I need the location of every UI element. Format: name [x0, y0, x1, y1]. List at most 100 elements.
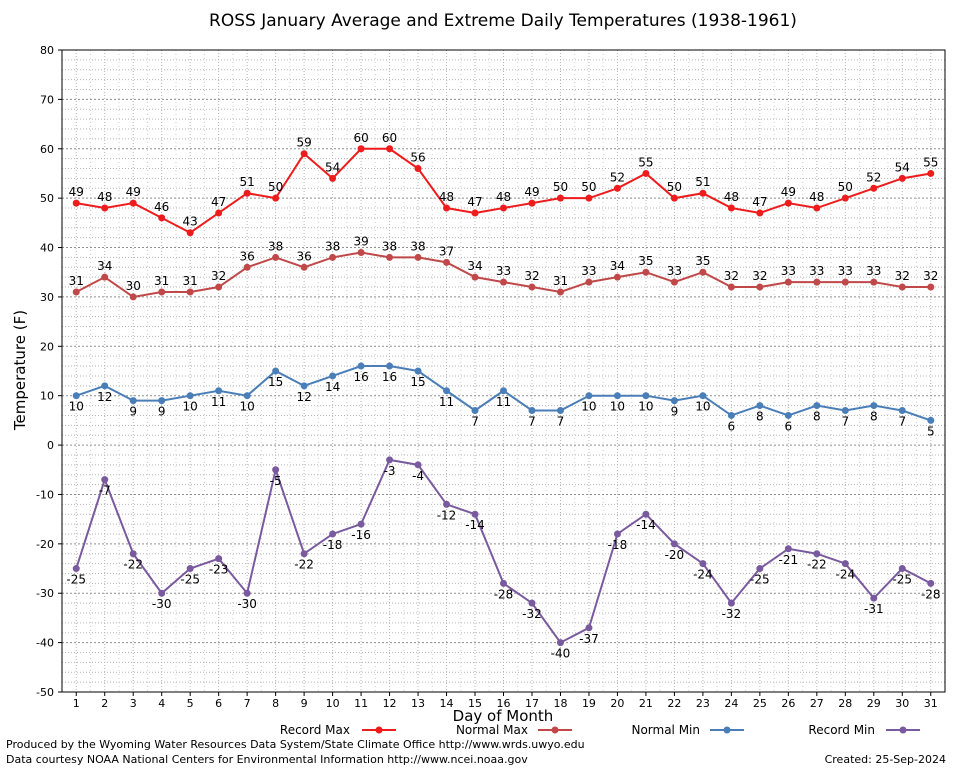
x-tick-label: 21 — [639, 697, 653, 710]
data-label-normal-min: 9 — [671, 405, 679, 419]
data-label-record-min: -37 — [579, 632, 599, 646]
data-label-normal-max: 33 — [581, 264, 596, 278]
data-point-normal-min — [870, 402, 878, 410]
legend-marker-normal-min — [723, 726, 731, 734]
x-tick-label: 8 — [272, 697, 279, 710]
data-point-record-max — [215, 209, 223, 217]
data-point-record-max — [243, 189, 251, 197]
data-point-record-min — [300, 550, 308, 558]
x-tick-label: 18 — [553, 697, 567, 710]
data-label-record-max: 60 — [353, 131, 368, 145]
x-tick-label: 28 — [838, 697, 852, 710]
data-label-normal-max: 32 — [895, 269, 910, 283]
x-tick-label: 15 — [468, 697, 482, 710]
data-label-normal-min: 15 — [410, 375, 425, 389]
data-point-record-min — [158, 589, 166, 597]
data-point-record-min — [585, 624, 593, 632]
data-label-record-max: 48 — [496, 190, 511, 204]
data-label-normal-min: 8 — [813, 410, 821, 424]
data-point-normal-max — [784, 278, 792, 286]
x-tick-label: 30 — [895, 697, 909, 710]
data-label-normal-max: 38 — [410, 239, 425, 253]
data-label-record-min: -40 — [551, 647, 571, 661]
x-tick-label: 4 — [158, 697, 165, 710]
data-label-normal-max: 37 — [439, 244, 454, 258]
data-label-normal-min: 7 — [528, 415, 536, 429]
data-point-normal-max — [272, 253, 280, 261]
data-point-normal-max — [870, 278, 878, 286]
data-label-record-max: 43 — [183, 215, 198, 229]
y-tick-label: 40 — [40, 242, 54, 255]
x-tick-label: 19 — [582, 697, 596, 710]
data-point-record-max — [500, 204, 507, 212]
data-label-record-max: 51 — [240, 175, 255, 189]
data-point-normal-max — [243, 263, 251, 271]
legend: Record Max Normal Max Normal Min Record Min — [280, 723, 920, 737]
x-tick-label: 20 — [610, 697, 624, 710]
data-point-normal-max — [329, 253, 337, 261]
data-label-record-min: -25 — [66, 573, 86, 587]
legend-marker-normal-max — [551, 726, 559, 734]
legend-marker-record-min — [899, 726, 907, 734]
data-point-normal-min — [386, 362, 394, 370]
data-label-normal-min: 11 — [439, 395, 454, 409]
data-label-normal-max: 39 — [353, 234, 368, 248]
data-point-record-min — [414, 461, 422, 469]
data-label-normal-max: 38 — [382, 239, 397, 253]
data-label-normal-max: 32 — [752, 269, 767, 283]
data-point-normal-min — [727, 411, 735, 419]
data-point-normal-min — [129, 397, 137, 405]
data-label-record-min: -30 — [152, 597, 172, 611]
data-label-record-min: -21 — [779, 553, 799, 567]
data-label-record-max: 51 — [695, 175, 710, 189]
data-point-record-min — [500, 579, 507, 587]
data-point-record-max — [443, 204, 451, 212]
data-point-record-max — [129, 199, 137, 207]
y-tick-label: -30 — [36, 587, 54, 600]
data-label-normal-min: 10 — [581, 400, 596, 414]
data-label-normal-min: 10 — [69, 400, 84, 414]
data-point-record-min — [329, 530, 337, 538]
data-point-normal-max — [699, 268, 707, 276]
data-point-record-min — [101, 476, 109, 484]
data-point-record-min — [813, 550, 821, 558]
data-point-normal-min — [556, 407, 564, 415]
data-point-record-max — [300, 150, 308, 158]
series-record-max: 49 48 49 46 43 47 51 50 59 54 60 60 56 48 47 48 49 50 50 52… — [69, 131, 938, 237]
x-tick-label: 22 — [667, 697, 681, 710]
data-point-normal-min — [927, 416, 935, 424]
data-point-record-max — [471, 209, 479, 217]
x-tick-label: 12 — [383, 697, 397, 710]
data-point-normal-max — [813, 278, 821, 286]
data-point-record-min — [670, 540, 678, 548]
data-point-normal-max — [841, 278, 849, 286]
data-point-record-min — [386, 456, 394, 464]
data-point-normal-max — [357, 248, 365, 256]
data-label-normal-max: 31 — [553, 274, 568, 288]
data-point-normal-max — [72, 288, 80, 296]
data-label-normal-max: 34 — [467, 259, 482, 273]
data-label-normal-min: 11 — [211, 395, 226, 409]
data-label-normal-min: 5 — [927, 424, 935, 438]
data-point-record-max — [528, 199, 536, 207]
data-label-record-max: 55 — [638, 155, 653, 169]
data-point-record-max — [927, 169, 935, 177]
legend-label-record-max: Record Max — [280, 723, 350, 737]
data-label-normal-min: 7 — [471, 415, 479, 429]
data-label-record-min: -14 — [636, 518, 656, 532]
data-label-normal-min: 12 — [296, 390, 311, 404]
x-tick-label: 13 — [411, 697, 425, 710]
data-label-normal-max: 32 — [724, 269, 739, 283]
data-label-record-min: -3 — [384, 464, 396, 478]
data-label-normal-max: 31 — [183, 274, 198, 288]
data-label-record-min: -5 — [270, 474, 282, 488]
data-label-record-min: -25 — [180, 573, 200, 587]
data-point-record-max — [813, 204, 821, 212]
data-label-record-max: 50 — [581, 180, 596, 194]
data-label-record-min: -28 — [921, 587, 941, 601]
data-point-normal-min — [243, 392, 251, 400]
data-label-record-max: 46 — [154, 200, 169, 214]
data-label-record-max: 59 — [296, 136, 311, 150]
data-label-normal-min: 10 — [695, 400, 710, 414]
